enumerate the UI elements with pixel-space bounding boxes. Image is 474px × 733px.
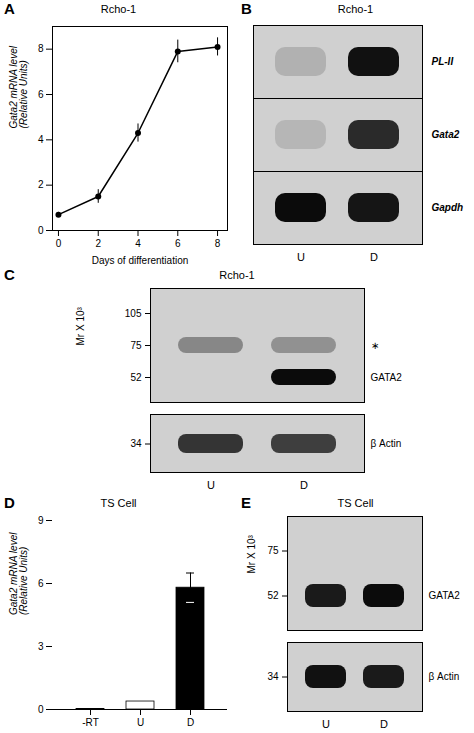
svg-text:52: 52: [130, 372, 142, 383]
html-text:Rcho-1: Rcho-1: [219, 269, 255, 281]
svg-text:75: 75: [267, 545, 279, 556]
html-text:A: A: [4, 0, 15, 17]
svg-text:GATA2: GATA2: [429, 590, 461, 601]
svg-text:52: 52: [267, 590, 279, 601]
svg-text:4: 4: [38, 134, 44, 145]
svg-text:34: 34: [267, 671, 279, 682]
svg-text:Days of differentiation: Days of differentiation: [92, 255, 189, 266]
svg-text:Gata2: Gata2: [432, 129, 460, 140]
html-text:Rcho-1: Rcho-1: [337, 3, 374, 15]
svg-text:U: U: [207, 479, 215, 491]
svg-text:U: U: [137, 717, 144, 728]
svg-text:105: 105: [125, 308, 142, 319]
svg-text:34: 34: [130, 438, 142, 449]
svg-text:D: D: [380, 718, 388, 730]
svg-text:GATA2: GATA2: [371, 372, 403, 383]
svg-text:6: 6: [175, 238, 181, 249]
svg-text:β Actin: β Actin: [429, 671, 460, 682]
html-text:TS Cell: TS Cell: [100, 497, 137, 509]
svg-text:D: D: [370, 251, 378, 263]
svg-text:Gata2 mRNA level(Relative Unit: Gata2 mRNA level(Relative Units): [8, 45, 29, 128]
svg-text:8: 8: [215, 238, 221, 249]
svg-text:2: 2: [38, 179, 44, 190]
html-text:Rcho-1: Rcho-1: [100, 3, 137, 15]
html-text:B: B: [241, 0, 252, 17]
svg-text:Mr X 10³: Mr X 10³: [75, 306, 86, 345]
svg-text:75: 75: [130, 340, 142, 351]
html-text:E: E: [241, 494, 251, 511]
svg-text:9: 9: [38, 515, 44, 526]
svg-text:U: U: [322, 718, 330, 730]
svg-text:U: U: [297, 251, 305, 263]
svg-text:6: 6: [38, 578, 44, 589]
svg-text:β Actin: β Actin: [371, 438, 402, 449]
svg-text:2: 2: [95, 238, 101, 249]
svg-text:3: 3: [38, 641, 44, 652]
svg-text:Gapdh: Gapdh: [432, 202, 464, 213]
svg-text:0: 0: [56, 238, 62, 249]
svg-text:4: 4: [135, 238, 141, 249]
html-text:C: C: [4, 266, 15, 283]
html-text:D: D: [4, 494, 15, 511]
svg-text:Gata2 mRNA level(Relative Unit: Gata2 mRNA level(Relative Units): [8, 532, 29, 615]
svg-text:8: 8: [38, 43, 44, 54]
svg-text:Mr X 10³: Mr X 10³: [246, 534, 257, 573]
html-text:TS Cell: TS Cell: [337, 497, 374, 509]
svg-text:0: 0: [38, 225, 44, 236]
svg-text:D: D: [187, 717, 194, 728]
svg-text:D: D: [300, 479, 308, 491]
svg-text:∗: ∗: [371, 340, 379, 351]
svg-text:6: 6: [38, 89, 44, 100]
svg-text:-RT: -RT: [82, 717, 98, 728]
svg-text:0: 0: [38, 704, 44, 715]
svg-text:PL-II: PL-II: [432, 56, 454, 67]
